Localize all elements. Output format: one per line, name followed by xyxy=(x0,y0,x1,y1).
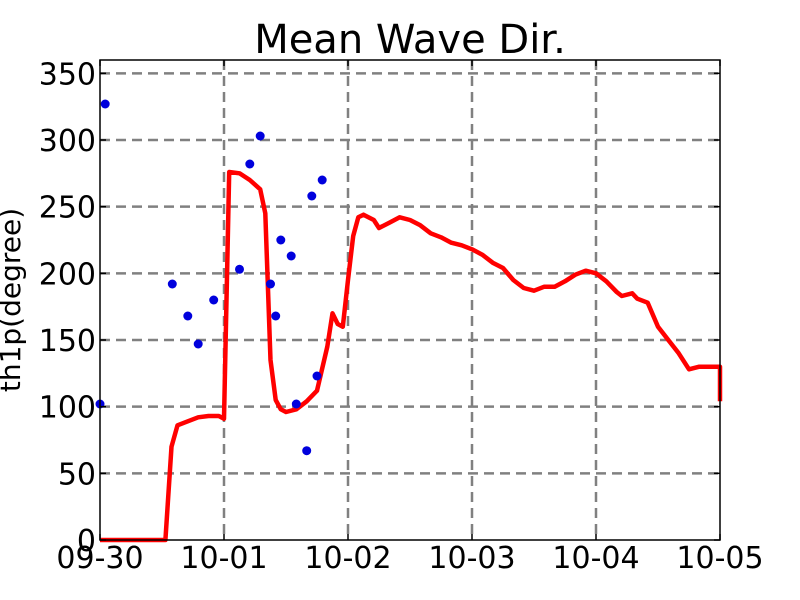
grid-lines xyxy=(100,60,720,540)
y-axis-label: th1p(degree) xyxy=(0,208,27,392)
scatter-point xyxy=(266,279,275,289)
scatter-point xyxy=(312,371,322,381)
scatter-point xyxy=(271,311,281,321)
scatter-point xyxy=(302,446,312,456)
plot-frame xyxy=(99,59,721,541)
x-tick-label: 10-03 xyxy=(428,541,515,576)
scatter-point xyxy=(100,99,110,109)
y-tick-label: 250 xyxy=(39,191,96,226)
x-tick-label: 10-01 xyxy=(180,541,267,576)
scatter-point xyxy=(255,131,265,141)
y-tick-label: 300 xyxy=(39,124,96,159)
y-tick-label: 0 xyxy=(77,524,96,559)
scatter-point xyxy=(286,251,296,261)
scatter-series xyxy=(95,99,327,456)
scatter-point xyxy=(193,339,203,349)
scatter-point xyxy=(167,279,177,289)
x-tick-label: 10-05 xyxy=(676,541,763,576)
series-line-path xyxy=(100,169,723,543)
scatter-point xyxy=(291,399,301,409)
x-tick-labels: 09-30 10-01 10-02 10-03 10-04 10-05 xyxy=(56,541,763,576)
scatter-point xyxy=(317,175,327,185)
y-tick-label: 150 xyxy=(39,324,96,359)
y-tick-labels: 0 50 100 150 200 250 300 350 xyxy=(39,57,96,559)
scatter-point xyxy=(183,311,193,321)
scatter-point xyxy=(245,159,255,169)
y-tick-label: 200 xyxy=(39,257,96,292)
x-tick-label: 10-02 xyxy=(304,541,391,576)
chart-title: Mean Wave Dir. xyxy=(254,17,566,63)
x-tick-label: 09-30 xyxy=(56,541,143,576)
y-tick-label: 100 xyxy=(39,391,96,426)
scatter-point xyxy=(276,235,286,245)
line-series xyxy=(100,169,723,543)
scatter-point xyxy=(235,264,244,274)
y-tick-label: 50 xyxy=(58,457,96,492)
x-tick-label: 10-04 xyxy=(552,541,639,576)
axis-ticks xyxy=(99,60,721,541)
scatter-point xyxy=(307,191,317,201)
scatter-point xyxy=(209,295,219,305)
y-tick-label: 350 xyxy=(39,57,96,92)
